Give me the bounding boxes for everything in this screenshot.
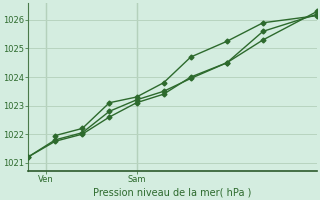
- X-axis label: Pression niveau de la mer( hPa ): Pression niveau de la mer( hPa ): [93, 187, 252, 197]
